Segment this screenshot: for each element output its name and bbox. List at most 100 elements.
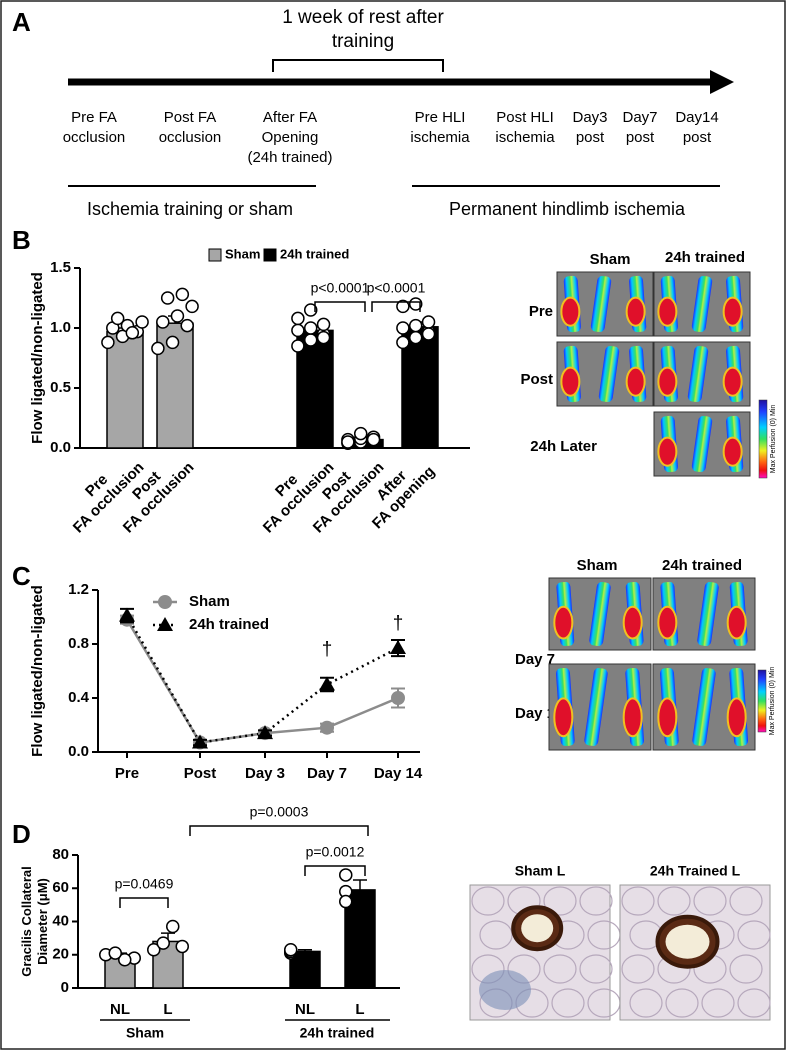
marker xyxy=(320,720,334,735)
foot xyxy=(553,697,574,738)
legend-label: Sham xyxy=(189,593,230,610)
adipocyte xyxy=(579,954,613,984)
y-tick-label: 0.4 xyxy=(68,689,90,706)
timeline-event: occlusion xyxy=(63,129,126,146)
data-point xyxy=(108,946,122,960)
timeline-event: Day7 xyxy=(622,109,657,126)
data-point xyxy=(303,303,318,317)
leg xyxy=(691,275,713,333)
phase-label: Permanent hindlimb ischemia xyxy=(449,199,686,219)
timeline-event: (24h trained) xyxy=(247,149,332,166)
bar xyxy=(106,330,144,449)
legend-swatch xyxy=(263,248,277,262)
significance-bracket xyxy=(189,825,369,836)
data-point xyxy=(316,317,331,332)
x-tick-label: L xyxy=(163,1001,172,1018)
x-tick-label: NL xyxy=(295,1001,315,1018)
timeline-event: Day14 xyxy=(675,109,718,126)
color-scale xyxy=(757,669,767,733)
leg xyxy=(687,345,709,403)
data-point xyxy=(303,321,318,335)
significance-bracket xyxy=(119,897,169,908)
color-scale-label: Max Perfusion (0) Min xyxy=(770,405,777,474)
panel-label: C xyxy=(12,561,31,591)
data-point xyxy=(170,309,185,323)
significance-mark: † xyxy=(393,613,404,634)
y-tick-label: 60 xyxy=(52,879,69,896)
x-tick-label: Day 3 xyxy=(245,765,285,782)
panel-label: B xyxy=(12,225,31,255)
image-row-label: 24h Later xyxy=(530,438,597,455)
marker xyxy=(119,607,135,622)
foot xyxy=(622,605,643,640)
timeline-event: Pre HLI xyxy=(415,109,466,126)
timeline-event: Post FA xyxy=(164,109,217,126)
leg xyxy=(590,275,612,333)
data-point xyxy=(180,318,194,333)
x-tick-label: Day 14 xyxy=(374,765,423,782)
data-point xyxy=(284,943,298,957)
image-label: Sham L xyxy=(515,863,566,879)
axes xyxy=(79,268,470,449)
foot xyxy=(657,436,678,467)
marker xyxy=(319,676,335,691)
x-tick-label: Day 7 xyxy=(307,765,347,782)
adipocyte xyxy=(543,954,577,984)
data-point xyxy=(151,341,165,356)
adipocyte xyxy=(737,988,771,1018)
y-axis-label: Flow ligated/non-ligated xyxy=(29,272,46,444)
foot xyxy=(657,697,678,738)
adipocyte xyxy=(621,954,655,984)
leg xyxy=(598,345,620,403)
foot xyxy=(625,296,646,327)
panel-label: D xyxy=(12,819,31,849)
data-point xyxy=(156,936,170,950)
marker xyxy=(158,595,172,609)
error-bar xyxy=(353,879,367,890)
error-bar xyxy=(298,949,312,952)
significance-bracket xyxy=(304,865,366,876)
data-point xyxy=(408,330,423,345)
p-value: p<0.0001 xyxy=(367,280,426,296)
legend-label: 24h trained xyxy=(189,616,269,633)
p-value: p=0.0469 xyxy=(115,876,174,892)
y-tick-label: 40 xyxy=(52,912,69,929)
color-scale xyxy=(758,399,768,479)
series-line xyxy=(125,615,399,744)
legend-swatch xyxy=(208,248,222,262)
timeline-event: post xyxy=(683,129,712,146)
y-tick-label: 80 xyxy=(52,846,69,863)
adipocyte xyxy=(629,988,663,1018)
data-point xyxy=(101,335,115,350)
tissue xyxy=(479,970,531,1010)
foot xyxy=(622,697,643,738)
data-point xyxy=(147,943,161,957)
y-tick-label: 0.8 xyxy=(68,635,89,652)
group-label: Sham xyxy=(126,1025,164,1041)
y-axis-label: Gracilis CollateralDiameter (μM) xyxy=(19,866,50,977)
leg xyxy=(589,581,611,647)
marker xyxy=(390,640,406,655)
timeline-event: Opening xyxy=(262,129,319,146)
marker xyxy=(391,691,405,705)
data-point xyxy=(353,426,368,441)
foot xyxy=(657,366,678,397)
foot xyxy=(657,296,678,327)
foot xyxy=(560,296,581,327)
data-point xyxy=(135,315,149,329)
data-point xyxy=(303,333,318,347)
image-column-label: 24h trained xyxy=(665,249,745,266)
data-point xyxy=(396,299,410,314)
timeline-event: Post HLI xyxy=(496,109,554,126)
timeline-event: ischemia xyxy=(495,129,555,146)
x-tick-label: L xyxy=(355,1001,364,1018)
data-point xyxy=(408,318,423,333)
marker xyxy=(192,734,208,749)
data-point xyxy=(339,894,353,909)
leg xyxy=(697,581,719,647)
foot xyxy=(560,366,581,397)
adipocyte xyxy=(657,886,691,916)
